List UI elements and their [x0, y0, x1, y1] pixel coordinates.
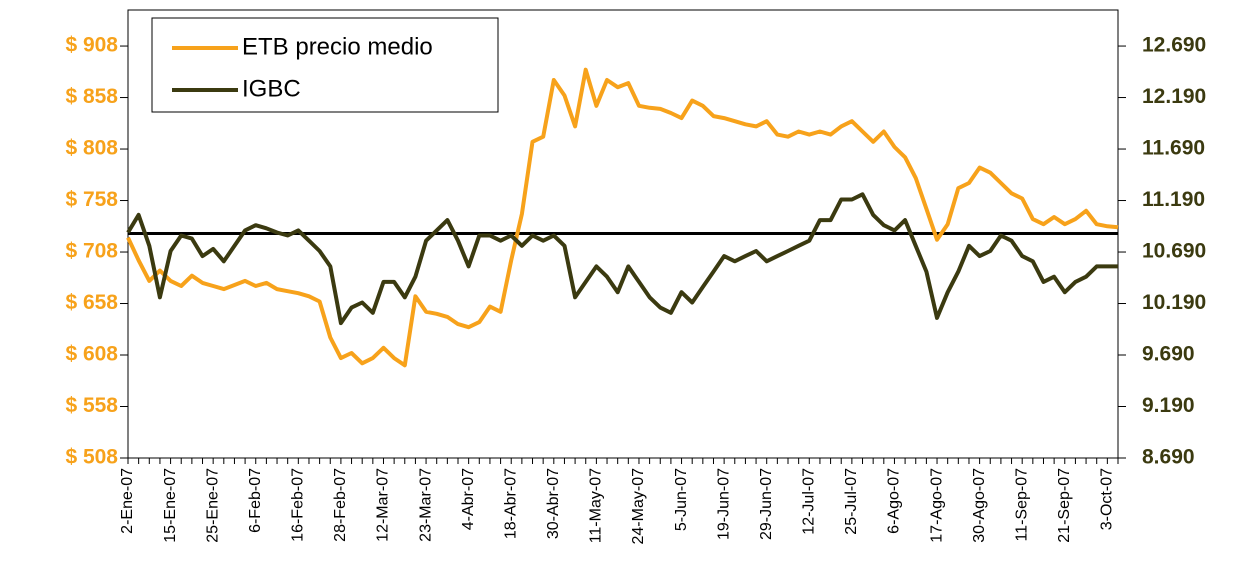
x-tick-label: 16-Feb-07 — [290, 468, 307, 542]
x-tick-label: 17-Ago-07 — [928, 468, 945, 543]
x-tick-label: 29-Jun-07 — [758, 468, 775, 540]
x-tick-label: 5-Jun-07 — [673, 468, 690, 531]
y-tick-label: $ 758 — [65, 188, 118, 211]
legend: ETB precio medio IGBC — [151, 17, 499, 113]
y-tick-label: $ 608 — [65, 343, 118, 366]
x-tick-label: 6-Feb-07 — [247, 468, 264, 533]
x-tick-label: 30-Abr-07 — [545, 468, 562, 539]
x-tick-label: 3-Oct-07 — [1099, 468, 1116, 530]
x-tick-label: 2-Ene-07 — [119, 468, 136, 534]
x-tick-label: 30-Ago-07 — [971, 468, 988, 543]
y2-tick-label: 12.190 — [1142, 85, 1206, 108]
x-tick-label: 11-May-07 — [588, 468, 605, 543]
x-tick-label: 24-May-07 — [630, 468, 647, 545]
x-tick-label: 12-Mar-07 — [375, 468, 392, 542]
x-tick-label: 4-Abr-07 — [460, 468, 477, 530]
x-tick-label: 25-Ene-07 — [204, 468, 221, 543]
y2-tick-label: 8.690 — [1142, 446, 1195, 469]
series-line — [126, 192, 1118, 326]
legend-label: ETB precio medio — [242, 33, 433, 60]
x-tick-label: 18-Abr-07 — [502, 468, 519, 539]
x-tick-label: 15-Ene-07 — [162, 468, 179, 543]
y-tick-label: $ 908 — [65, 34, 118, 57]
y-tick-label: $ 658 — [65, 291, 118, 314]
y2-tick-label: 12.690 — [1142, 34, 1206, 57]
x-tick-label: 19-Jun-07 — [715, 468, 732, 540]
y2-tick-label: 11.690 — [1142, 137, 1205, 160]
y-tick-label: $ 808 — [65, 137, 118, 160]
y-tick-label: $ 558 — [65, 394, 118, 417]
x-tick-label: 25-Jul-07 — [843, 468, 860, 535]
y2-tick-label: 10.690 — [1142, 240, 1206, 263]
legend-label: IGBC — [242, 75, 301, 102]
y2-tick-label: 11.190 — [1142, 188, 1205, 211]
y-tick-label: $ 508 — [65, 446, 118, 469]
legend-box — [151, 17, 499, 113]
x-tick-label: 28-Feb-07 — [332, 468, 349, 542]
x-tick-label: 6-Ago-07 — [886, 468, 903, 534]
y-tick-label: $ 858 — [65, 85, 118, 108]
y2-tick-label: 10.190 — [1142, 291, 1206, 314]
y2-tick-label: 9.690 — [1142, 343, 1195, 366]
x-tick-label: 12-Jul-07 — [801, 468, 818, 535]
x-tick-label: 23-Mar-07 — [417, 468, 434, 542]
y-tick-label: $ 708 — [65, 240, 118, 263]
x-tick-label: 11-Sep-07 — [1013, 468, 1030, 542]
series-line — [126, 67, 1119, 368]
y2-tick-label: 9.190 — [1142, 394, 1195, 417]
x-tick-label: 21-Sep-07 — [1056, 468, 1073, 543]
